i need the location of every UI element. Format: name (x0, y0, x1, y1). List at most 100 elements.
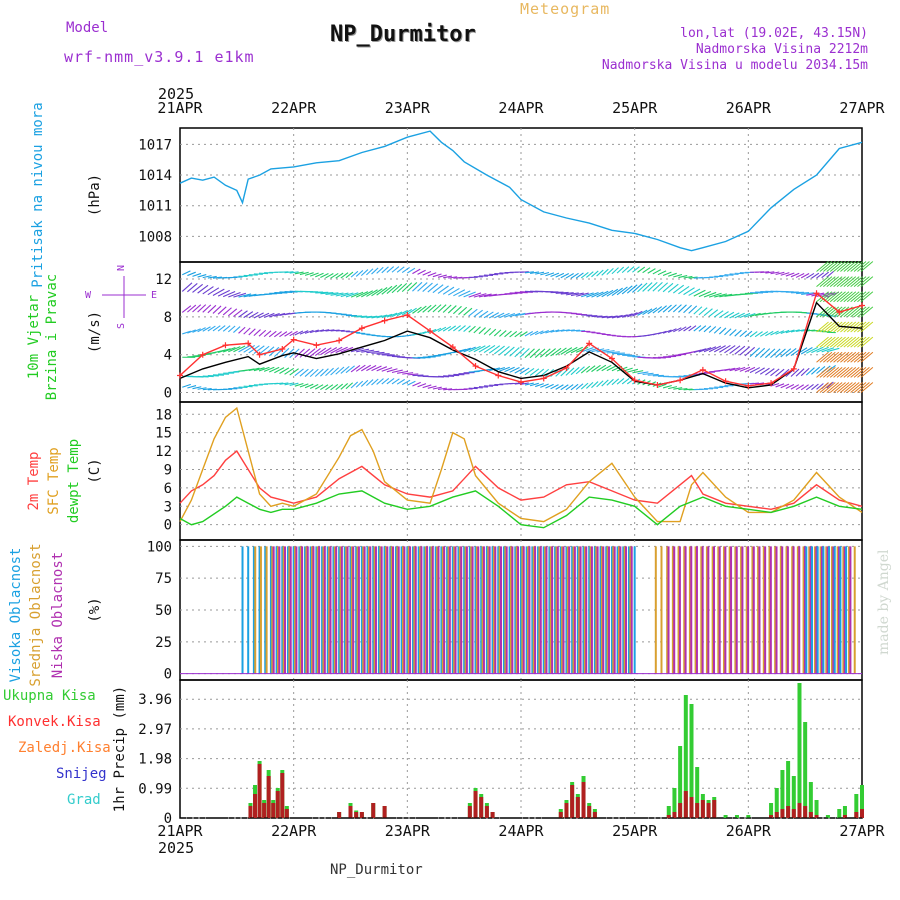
wind-vector (637, 282, 648, 293)
wind-vector (350, 270, 359, 278)
wind-vector (770, 348, 781, 359)
model-name: wrf-nmm_v3.9.1 e1km (64, 48, 255, 66)
wind-vector (555, 347, 567, 356)
precip-conv-bar (473, 791, 478, 818)
ytick-label: 75 (155, 571, 172, 587)
gust-marker (699, 366, 706, 373)
wind-vector (432, 327, 442, 333)
wind-vector (197, 304, 207, 313)
precip-conv-bar (348, 806, 353, 818)
gust-marker (245, 340, 252, 347)
wind-vector (683, 287, 695, 296)
wind-vector (376, 266, 384, 274)
wind-vector-strong (850, 382, 863, 393)
wind-vector (222, 291, 236, 298)
wind-vector-strong (829, 306, 843, 318)
ytick-label: 15 (155, 426, 172, 442)
time-tick-label-bottom: 21APR (157, 822, 203, 840)
ytick-label: 100 (147, 539, 172, 555)
wind-vector (233, 292, 247, 298)
wind-vector (749, 347, 761, 357)
wind-vector (253, 367, 265, 372)
wind-vector (463, 291, 476, 298)
wind-vector (187, 271, 196, 277)
wind-vector-strong (829, 336, 843, 348)
wind-vector-strong (846, 306, 860, 318)
wind-vector (570, 346, 583, 354)
wind-vector (524, 368, 535, 376)
wind-vector (826, 381, 834, 389)
wind-vector (535, 271, 545, 275)
wind-vector (453, 289, 466, 297)
wind-vector-strong (846, 367, 860, 378)
wind-vector (345, 292, 359, 298)
wind-vector (591, 315, 603, 318)
wind-vector (713, 326, 722, 334)
wind-vector (775, 348, 786, 358)
wind-vector (668, 386, 678, 390)
wind-vector (785, 348, 797, 357)
wind-vector (683, 325, 692, 332)
wind-vector (647, 281, 658, 292)
wind-vector (238, 293, 252, 298)
wind-vector (284, 382, 294, 386)
wind-vector (570, 383, 579, 391)
wind-vector-strong (846, 351, 860, 363)
wind-vector (437, 375, 450, 378)
precip-conv-bar (689, 797, 694, 818)
wind-vector (754, 347, 766, 358)
wind-vector-strong (853, 351, 867, 363)
wind-vector (642, 308, 653, 316)
wind-vector (437, 274, 447, 278)
wind-vector (243, 344, 255, 353)
wind-vector (248, 367, 260, 372)
precip-conv-bar (275, 791, 280, 818)
wind-vector (673, 273, 683, 278)
wind-vector (335, 329, 345, 332)
wind-vector (734, 312, 745, 319)
precip-conv-bar (700, 800, 705, 818)
wind-vector (606, 315, 618, 319)
wind-vector (304, 368, 314, 377)
wind-vector (581, 292, 594, 298)
wind-vector-strong (843, 276, 857, 287)
wind-vector (519, 348, 530, 358)
wind-vector (611, 378, 620, 386)
wind-vector (580, 382, 589, 390)
compass-e-label: E (151, 290, 157, 301)
precip-conv-bar (666, 815, 671, 818)
wind-vector (223, 347, 236, 353)
wind-vector (345, 271, 354, 279)
wind-vector (325, 346, 338, 355)
wind-vector (289, 330, 298, 337)
wind-vector (304, 329, 314, 334)
wind-vector (406, 282, 418, 292)
wind-vector (821, 271, 830, 279)
wind-vector-strong (819, 276, 833, 287)
wind-vector (795, 368, 805, 377)
wind-vector (529, 330, 539, 336)
wind-vector (739, 330, 748, 338)
wind-vector (340, 383, 349, 390)
wind-vector (432, 284, 444, 294)
precip-legend-item: Ukupna Kisa (3, 688, 96, 704)
wind-vector (499, 366, 510, 372)
wind-vector (417, 282, 428, 292)
wind-vector (754, 367, 765, 374)
wind-vector-strong (833, 382, 846, 393)
wind-vector (662, 282, 674, 293)
unit-label: (C) (87, 458, 103, 483)
wind-vector (601, 315, 613, 319)
wind-vector (376, 378, 384, 385)
time-tick-label-top: 27APR (839, 99, 885, 117)
wind-vector (381, 377, 390, 385)
wind-vector (488, 312, 500, 319)
wind-vector-strong (860, 367, 874, 378)
cloud-mid-axis-label: Srednja Oblacnost (28, 543, 44, 686)
wind-vector (279, 331, 288, 338)
cloud-high-axis-label: Visoka Oblacnost (8, 548, 24, 683)
wind-vector (340, 346, 354, 353)
wind-vector (816, 366, 826, 374)
wind-vector (499, 346, 510, 356)
wind-vector (192, 304, 202, 313)
